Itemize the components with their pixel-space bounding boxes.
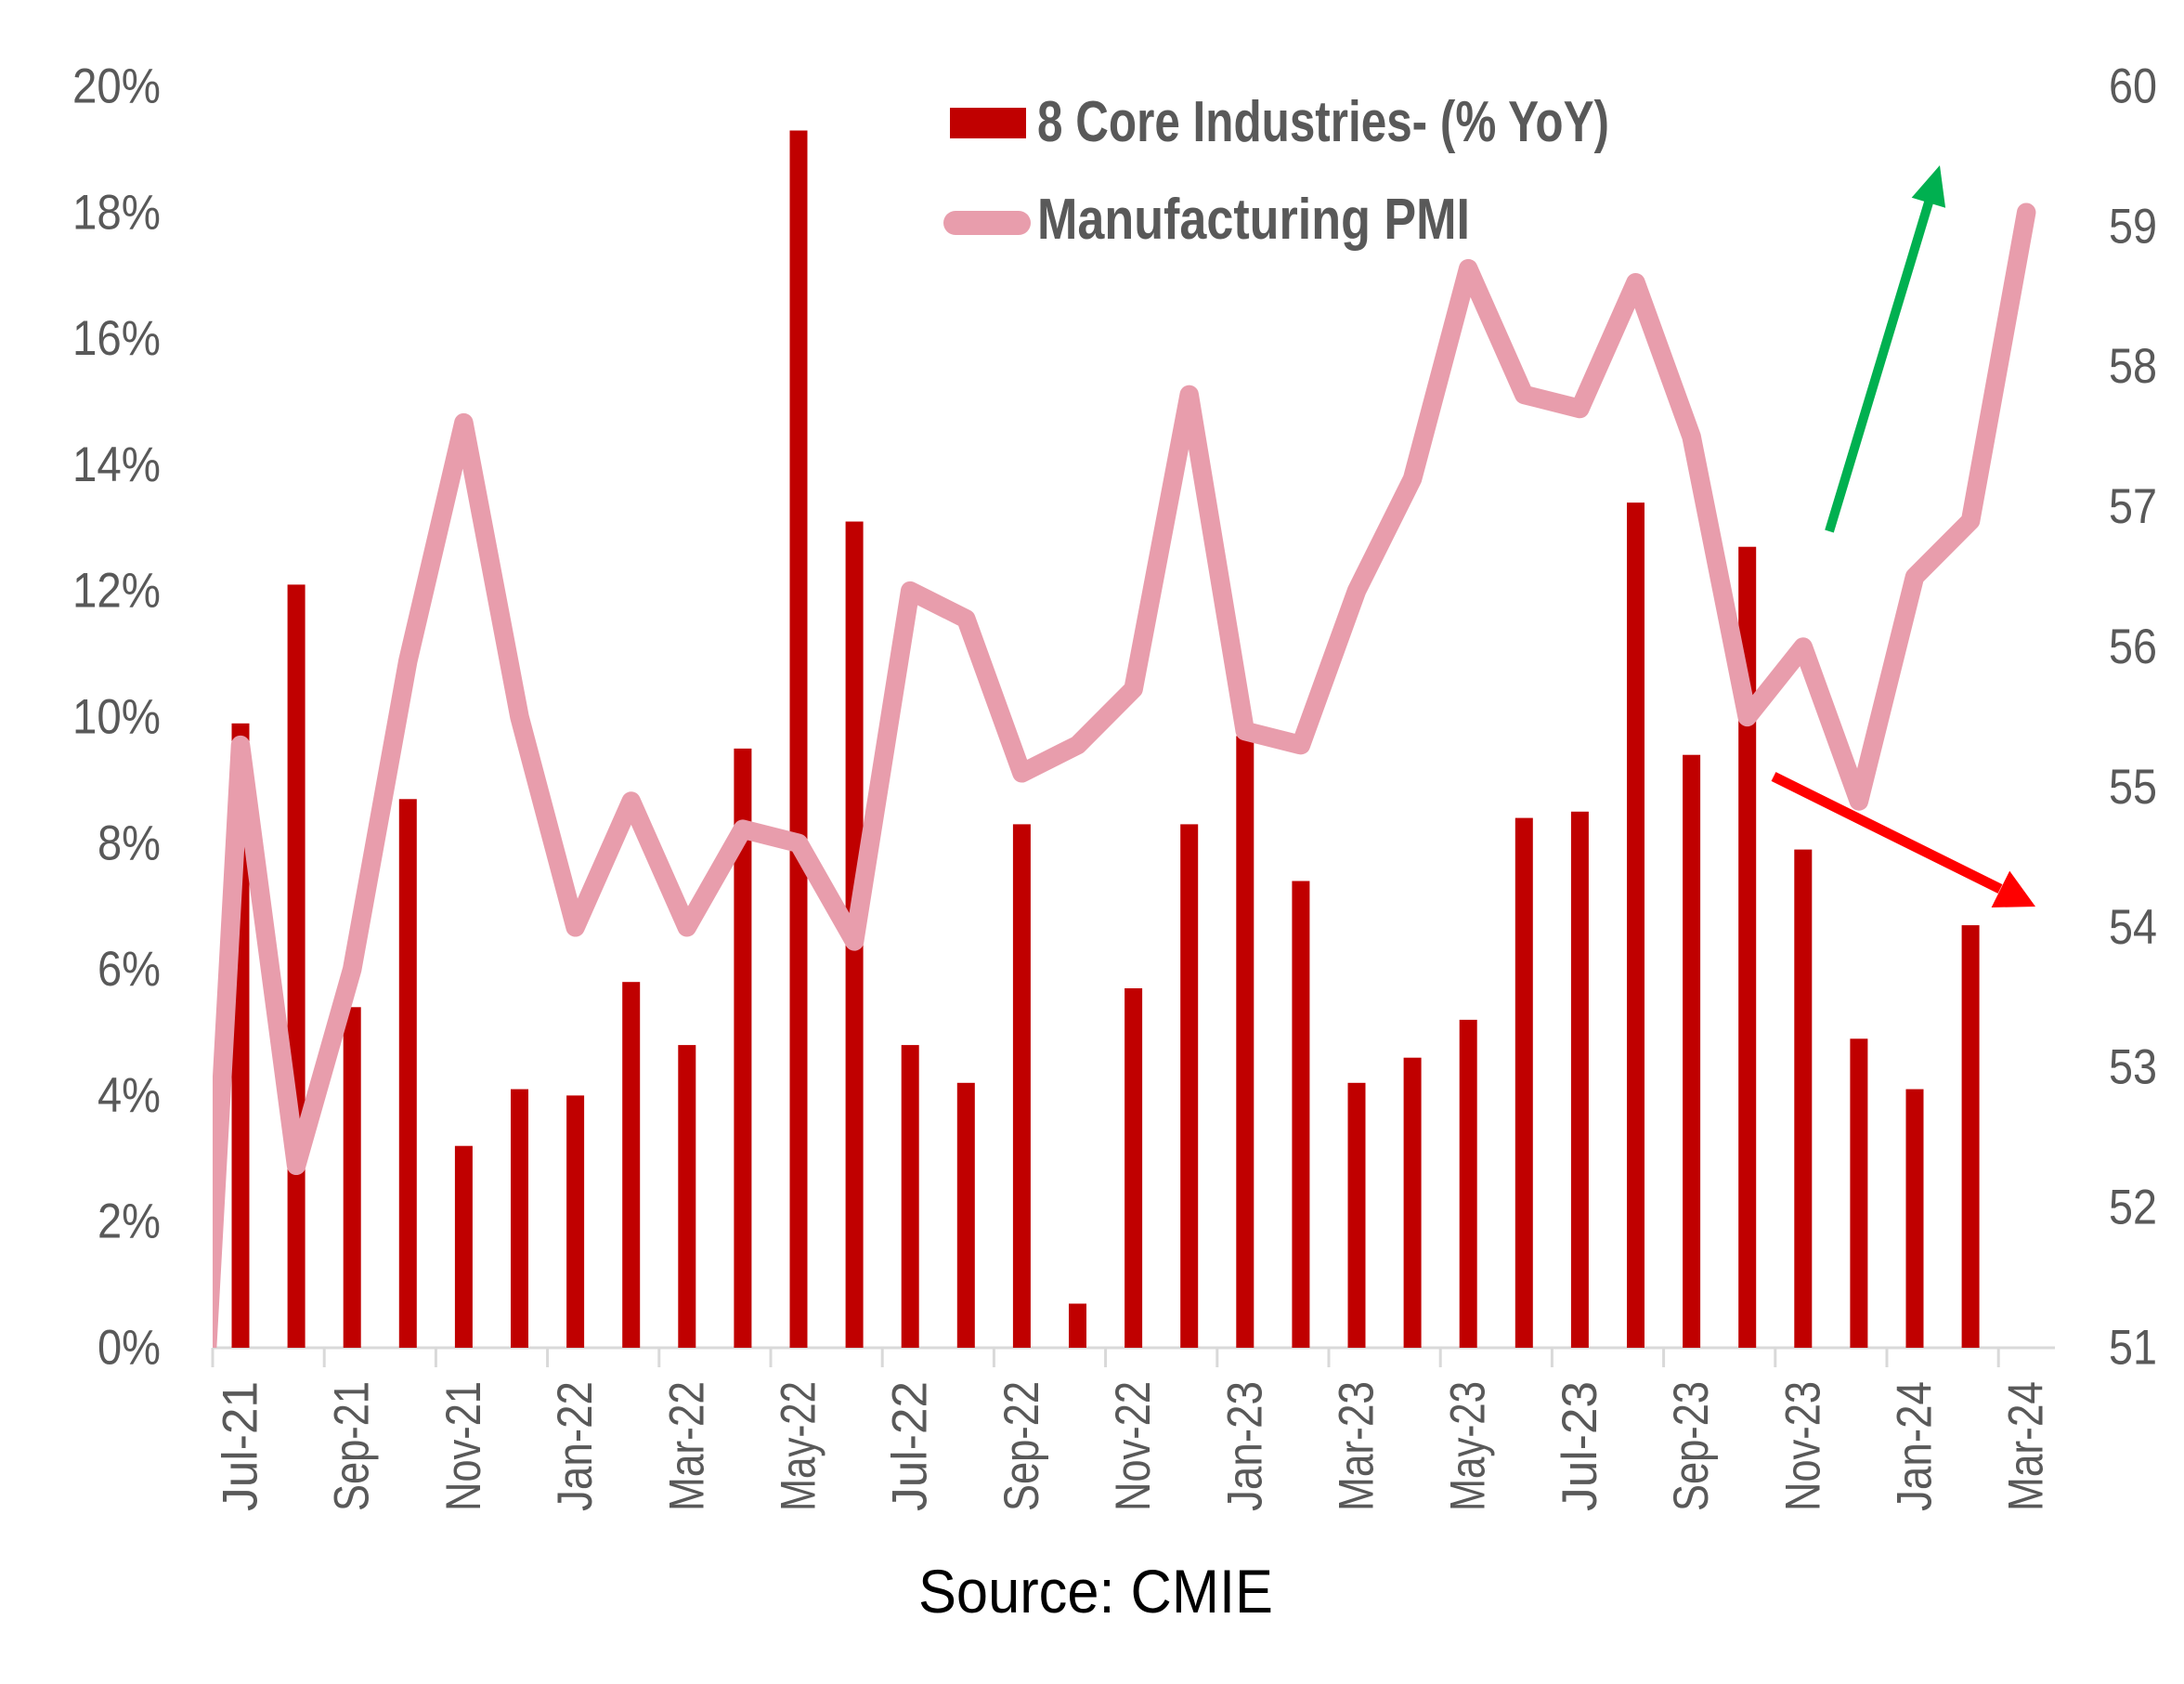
svg-text:Jul-21: Jul-21 bbox=[214, 1381, 268, 1511]
svg-text:55: 55 bbox=[2109, 760, 2157, 815]
svg-text:12%: 12% bbox=[72, 564, 161, 619]
svg-text:May-23: May-23 bbox=[1441, 1381, 1496, 1511]
svg-text:Sep-21: Sep-21 bbox=[325, 1381, 380, 1511]
svg-text:52: 52 bbox=[2109, 1181, 2157, 1235]
svg-text:Mar-23: Mar-23 bbox=[1330, 1381, 1384, 1511]
svg-text:May-22: May-22 bbox=[772, 1381, 826, 1511]
svg-text:Mar-22: Mar-22 bbox=[659, 1381, 714, 1511]
svg-text:Jan-24: Jan-24 bbox=[1888, 1381, 1943, 1511]
svg-text:8%: 8% bbox=[98, 816, 161, 870]
svg-text:16%: 16% bbox=[72, 311, 161, 366]
svg-text:10%: 10% bbox=[72, 690, 161, 745]
svg-text:Jul-22: Jul-22 bbox=[883, 1381, 938, 1511]
svg-text:8 Core Industries- (% YoY): 8 Core Industries- (% YoY) bbox=[1037, 90, 1609, 154]
svg-text:59: 59 bbox=[2109, 199, 2157, 254]
svg-text:Source: CMIE: Source: CMIE bbox=[918, 1557, 1273, 1625]
svg-text:Jan-23: Jan-23 bbox=[1217, 1381, 1272, 1511]
svg-text:6%: 6% bbox=[98, 942, 161, 997]
svg-text:Sep-22: Sep-22 bbox=[994, 1381, 1049, 1511]
svg-text:Mar-24: Mar-24 bbox=[1999, 1381, 2054, 1511]
svg-text:20%: 20% bbox=[72, 59, 161, 114]
svg-text:58: 58 bbox=[2109, 339, 2157, 394]
svg-text:53: 53 bbox=[2109, 1040, 2157, 1095]
svg-text:14%: 14% bbox=[72, 437, 161, 492]
svg-text:0%: 0% bbox=[98, 1321, 161, 1376]
svg-text:Nov-23: Nov-23 bbox=[1775, 1381, 1830, 1511]
svg-text:Jul-23: Jul-23 bbox=[1553, 1381, 1607, 1511]
svg-text:54: 54 bbox=[2109, 900, 2157, 955]
svg-text:18%: 18% bbox=[72, 185, 161, 240]
svg-text:56: 56 bbox=[2109, 620, 2157, 674]
svg-text:57: 57 bbox=[2109, 479, 2157, 534]
svg-text:51: 51 bbox=[2109, 1321, 2157, 1376]
svg-text:Nov-21: Nov-21 bbox=[436, 1381, 491, 1511]
svg-text:Manufacturing PMI: Manufacturing PMI bbox=[1037, 188, 1470, 252]
svg-text:4%: 4% bbox=[98, 1068, 161, 1123]
svg-text:60: 60 bbox=[2109, 59, 2157, 113]
svg-text:Jan-22: Jan-22 bbox=[548, 1381, 603, 1511]
svg-text:2%: 2% bbox=[98, 1194, 161, 1249]
svg-text:Nov-22: Nov-22 bbox=[1106, 1381, 1161, 1511]
svg-text:Sep-23: Sep-23 bbox=[1664, 1381, 1719, 1511]
